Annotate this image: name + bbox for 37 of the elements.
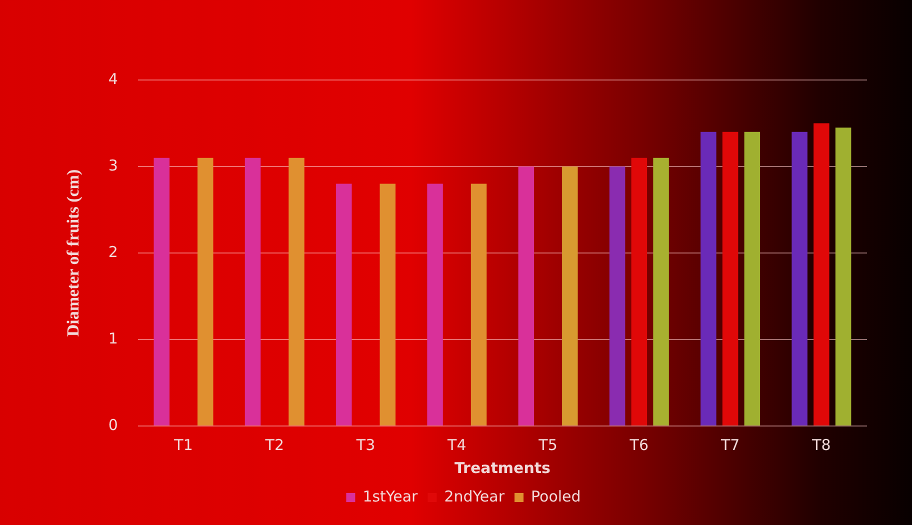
bar <box>198 158 214 426</box>
legend-label: Pooled <box>531 487 581 506</box>
legend-label: 1stYear <box>362 487 419 506</box>
x-tick-label: T8 <box>811 436 831 454</box>
bar <box>631 158 648 426</box>
bar <box>244 158 261 426</box>
bar <box>609 166 626 426</box>
bar <box>288 158 304 426</box>
y-axis-title: Diameter of fruits (cm) <box>64 169 83 337</box>
x-tick-label: T4 <box>446 436 466 454</box>
bar <box>336 184 352 426</box>
x-tick-label: T5 <box>538 436 558 454</box>
bar <box>814 123 830 426</box>
x-tick-label: T2 <box>264 436 284 454</box>
y-tick-label: 0 <box>108 416 118 434</box>
x-tick-label: T7 <box>720 436 740 454</box>
y-tick-label: 3 <box>108 156 118 174</box>
bar <box>653 158 669 426</box>
y-tick-label: 2 <box>108 242 118 261</box>
x-axis-title: Treatments <box>454 458 551 477</box>
bar <box>792 132 808 426</box>
bar <box>427 184 443 426</box>
bar <box>744 132 760 426</box>
bar <box>470 184 487 426</box>
bar <box>154 158 170 426</box>
bar <box>835 128 852 426</box>
bar <box>518 166 534 426</box>
x-tick-label: T3 <box>355 436 376 454</box>
x-tick-label: T1 <box>173 436 193 454</box>
y-tick-label: 4 <box>108 70 118 88</box>
bar <box>380 184 396 426</box>
bar <box>722 132 738 426</box>
x-tick-label: T6 <box>628 436 649 454</box>
bar <box>562 166 578 426</box>
y-tick-label: 1 <box>108 329 118 348</box>
legend-label: 2ndYear <box>444 487 506 506</box>
bar <box>700 132 716 426</box>
